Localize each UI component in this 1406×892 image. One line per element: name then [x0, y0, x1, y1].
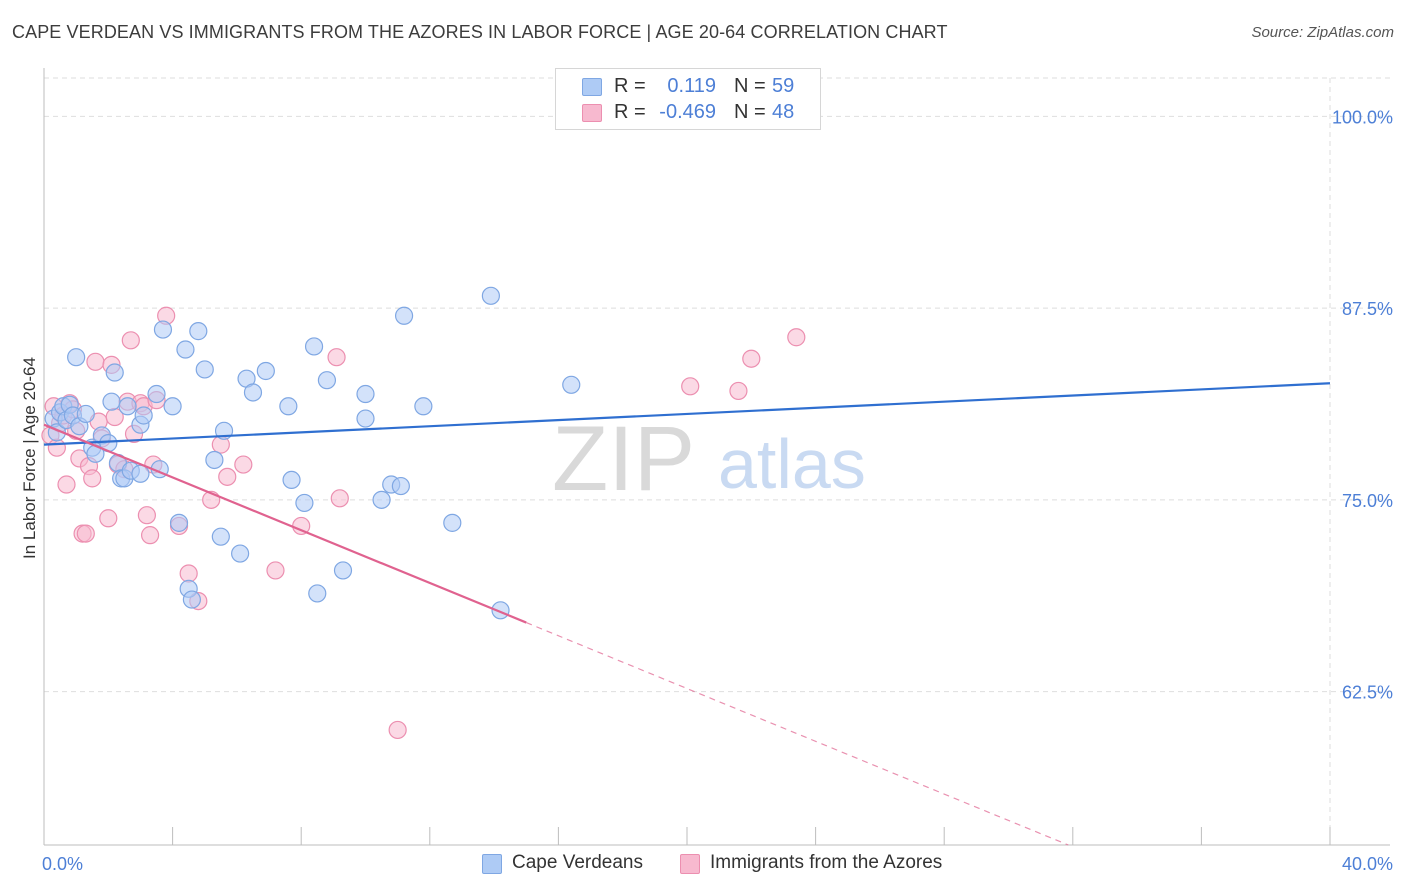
azores-point [266, 561, 285, 580]
azores-trend-extension [526, 622, 1069, 846]
cape-verdean-point [562, 375, 581, 394]
cape-verdean-point [295, 493, 314, 513]
legend-n-label: N = [734, 75, 766, 97]
bottom-legend-swatch-blue [482, 854, 502, 874]
y-tick-label: 100.0% [1332, 107, 1393, 127]
cape-verdean-point [176, 340, 195, 359]
cape-verdean-point [134, 406, 153, 425]
azores-point [86, 352, 105, 371]
chart-title: CAPE VERDEAN VS IMMIGRANTS FROM THE AZOR… [12, 22, 948, 42]
azores-point [99, 509, 118, 528]
y-tick-label: 87.5% [1342, 299, 1393, 319]
cape-verdean-point [153, 320, 173, 339]
cape-verdean-point [67, 348, 86, 367]
cape-verdean-point [189, 322, 208, 341]
azores-point [137, 506, 156, 525]
cape-verdean-trend-line [43, 382, 1331, 446]
cape-verdean-point [308, 584, 327, 603]
watermark: ZIP atlas [552, 408, 866, 510]
cape-verdean-point [163, 397, 182, 416]
cape-verdean-point [76, 404, 95, 424]
bottom-legend-label: Cape Verdeans [512, 852, 643, 873]
cape-verdean-point [414, 397, 433, 416]
cape-verdean-point [333, 561, 353, 580]
azores-point [76, 524, 95, 543]
cape-verdean-point [481, 286, 500, 305]
cape-verdean-point [231, 544, 250, 563]
cape-verdean-point [195, 360, 214, 379]
azores-point [787, 328, 806, 347]
legend-n-value: 59 [772, 75, 795, 97]
legend-r-label: R = [614, 75, 646, 97]
cape-verdean-point [391, 476, 410, 496]
x-tick-label-min: 0.0% [42, 854, 83, 874]
azores-point [47, 438, 66, 457]
legend-n-label: N = [734, 101, 766, 123]
cape-verdean-point [279, 397, 298, 416]
cape-verdean-point [102, 392, 121, 411]
cape-verdean-point [182, 590, 201, 609]
azores-point [742, 349, 761, 368]
azores-point [179, 564, 198, 583]
cape-verdean-point [105, 363, 124, 382]
azores-point [57, 475, 76, 494]
y-tick-label: 75.0% [1342, 491, 1393, 511]
azores-point [388, 720, 407, 740]
azores-trend-line [43, 423, 527, 624]
azores-point [729, 381, 748, 401]
cape-verdean-point [317, 371, 337, 390]
cape-verdean-point [118, 397, 137, 416]
legend-row-azores: R = -0.469 N = 48 [556, 101, 820, 127]
series-azores [41, 306, 806, 740]
azores-point [681, 377, 700, 396]
cape-verdean-point [147, 384, 166, 404]
x-tick-label-max: 40.0% [1342, 854, 1393, 874]
source-label: Source: ZipAtlas.com [1251, 24, 1394, 41]
cape-verdean-point [356, 384, 375, 404]
axes [43, 68, 1390, 846]
cape-verdean-point [304, 337, 324, 356]
azores-point [327, 348, 346, 367]
legend-n-value: 48 [772, 101, 795, 123]
azores-point [83, 469, 102, 488]
legend-row-cape-verdeans: R = 0.119 N = 59 [556, 75, 820, 101]
legend-r-label: R = [614, 101, 646, 123]
cape-verdean-point [394, 306, 414, 325]
trend-lines [43, 382, 1331, 846]
legend-swatch-blue [582, 78, 602, 96]
cape-verdean-point [372, 490, 391, 509]
azores-point [330, 489, 349, 508]
cape-verdean-point [282, 470, 301, 490]
legend-r-value: 0.119 [667, 75, 716, 97]
azores-point [218, 467, 237, 486]
bottom-legend-swatch-pink [680, 854, 700, 874]
cape-verdean-point [211, 527, 230, 546]
cape-verdean-point [256, 361, 275, 381]
legend-r-value: -0.469 [659, 101, 716, 123]
legend-swatch-pink [582, 104, 602, 122]
correlation-legend: R = 0.119 N = 59 R = -0.469 N = 48 [555, 68, 821, 130]
grid-lines [44, 77, 1390, 845]
azores-point [121, 331, 140, 350]
bottom-legend-label: Immigrants from the Azores [710, 852, 943, 873]
cape-verdean-point [243, 383, 263, 402]
cape-verdean-point [356, 409, 375, 428]
watermark-atlas: atlas [718, 425, 866, 503]
cape-verdean-point [205, 450, 224, 470]
cape-verdean-point [443, 513, 462, 532]
cape-verdean-point [169, 513, 189, 532]
y-tick-label: 62.5% [1342, 683, 1393, 703]
watermark-zip: ZIP [552, 408, 695, 510]
azores-point [140, 526, 160, 545]
tick-labels: 62.5% 75.0% 87.5% 100.0% 0.0% 40.0% [42, 107, 1393, 874]
azores-point [234, 455, 253, 474]
